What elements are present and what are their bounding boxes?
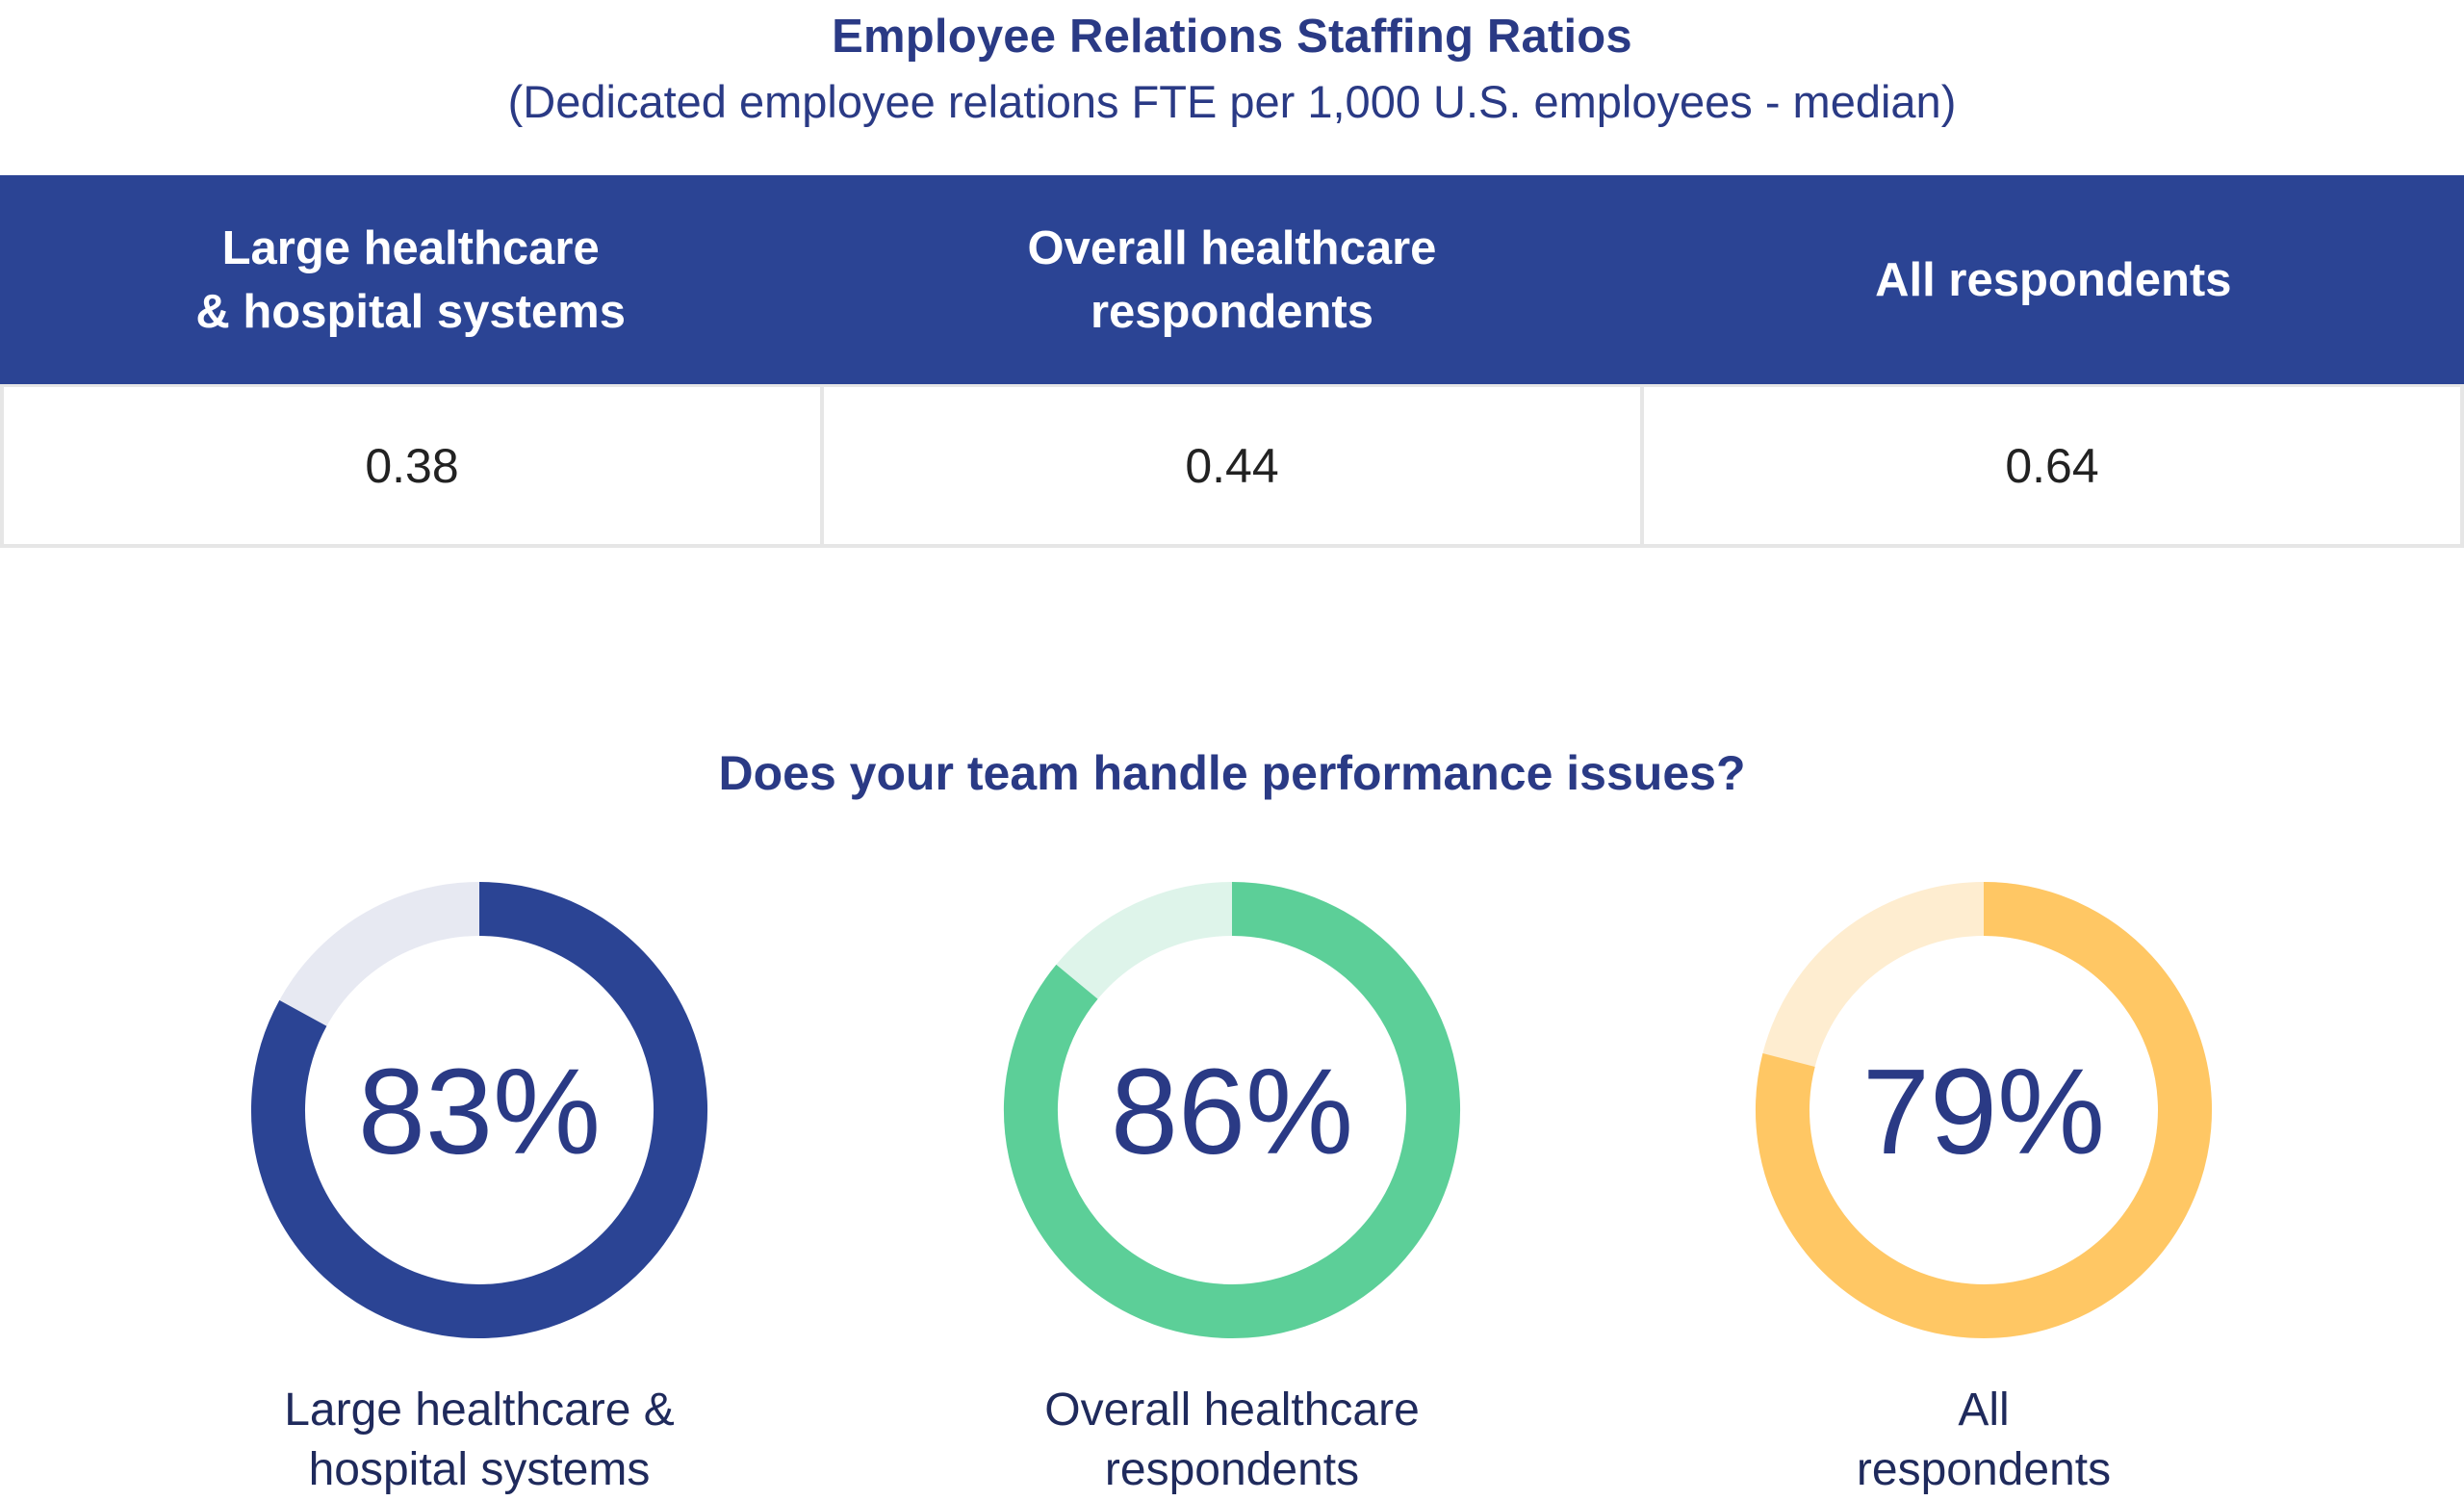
donut-value-large-healthcare: 83%	[358, 1044, 601, 1179]
donut-arc-large-healthcare	[251, 882, 707, 1338]
donut-chart-question: Does your team handle performance issues…	[718, 746, 1746, 800]
value-overall-healthcare: 0.44	[820, 387, 1640, 544]
staffing-ratios-table: Large healthcare & hospital systems Over…	[0, 175, 2464, 548]
donut-value-all-respondents: 79%	[1862, 1044, 2105, 1179]
header-all-respondents: All respondents	[1875, 253, 2232, 306]
header-overall-healthcare: Overall healthcare respondents	[1027, 221, 1437, 338]
donut-label-all-respondents: All respondents	[1856, 1385, 2112, 1495]
table-title: Employee Relations Staffing Ratios	[832, 11, 1632, 63]
donut-arc-overall-healthcare	[1004, 882, 1460, 1338]
header-large-healthcare: Large healthcare & hospital systems	[195, 221, 626, 338]
table-subtitle: (Dedicated employee relations FTE per 1,…	[507, 76, 1957, 127]
donut-arc-all-respondents	[1756, 882, 2212, 1338]
value-large-healthcare: 0.38	[365, 438, 459, 493]
donut-label-large-healthcare: Large healthcare & hospital systems	[284, 1385, 675, 1495]
table-header-row: Large healthcare & hospital systems Over…	[0, 175, 2464, 384]
donut-charts: 83% 86% 79%	[251, 882, 2212, 1338]
donut-value-overall-healthcare: 86%	[1111, 1044, 1353, 1179]
table-row: 0.38 0.44 0.64	[0, 384, 2464, 548]
donut-label-overall-healthcare: Overall healthcare respondents	[1044, 1385, 1420, 1495]
value-all-respondents: 0.64	[1640, 387, 2460, 544]
